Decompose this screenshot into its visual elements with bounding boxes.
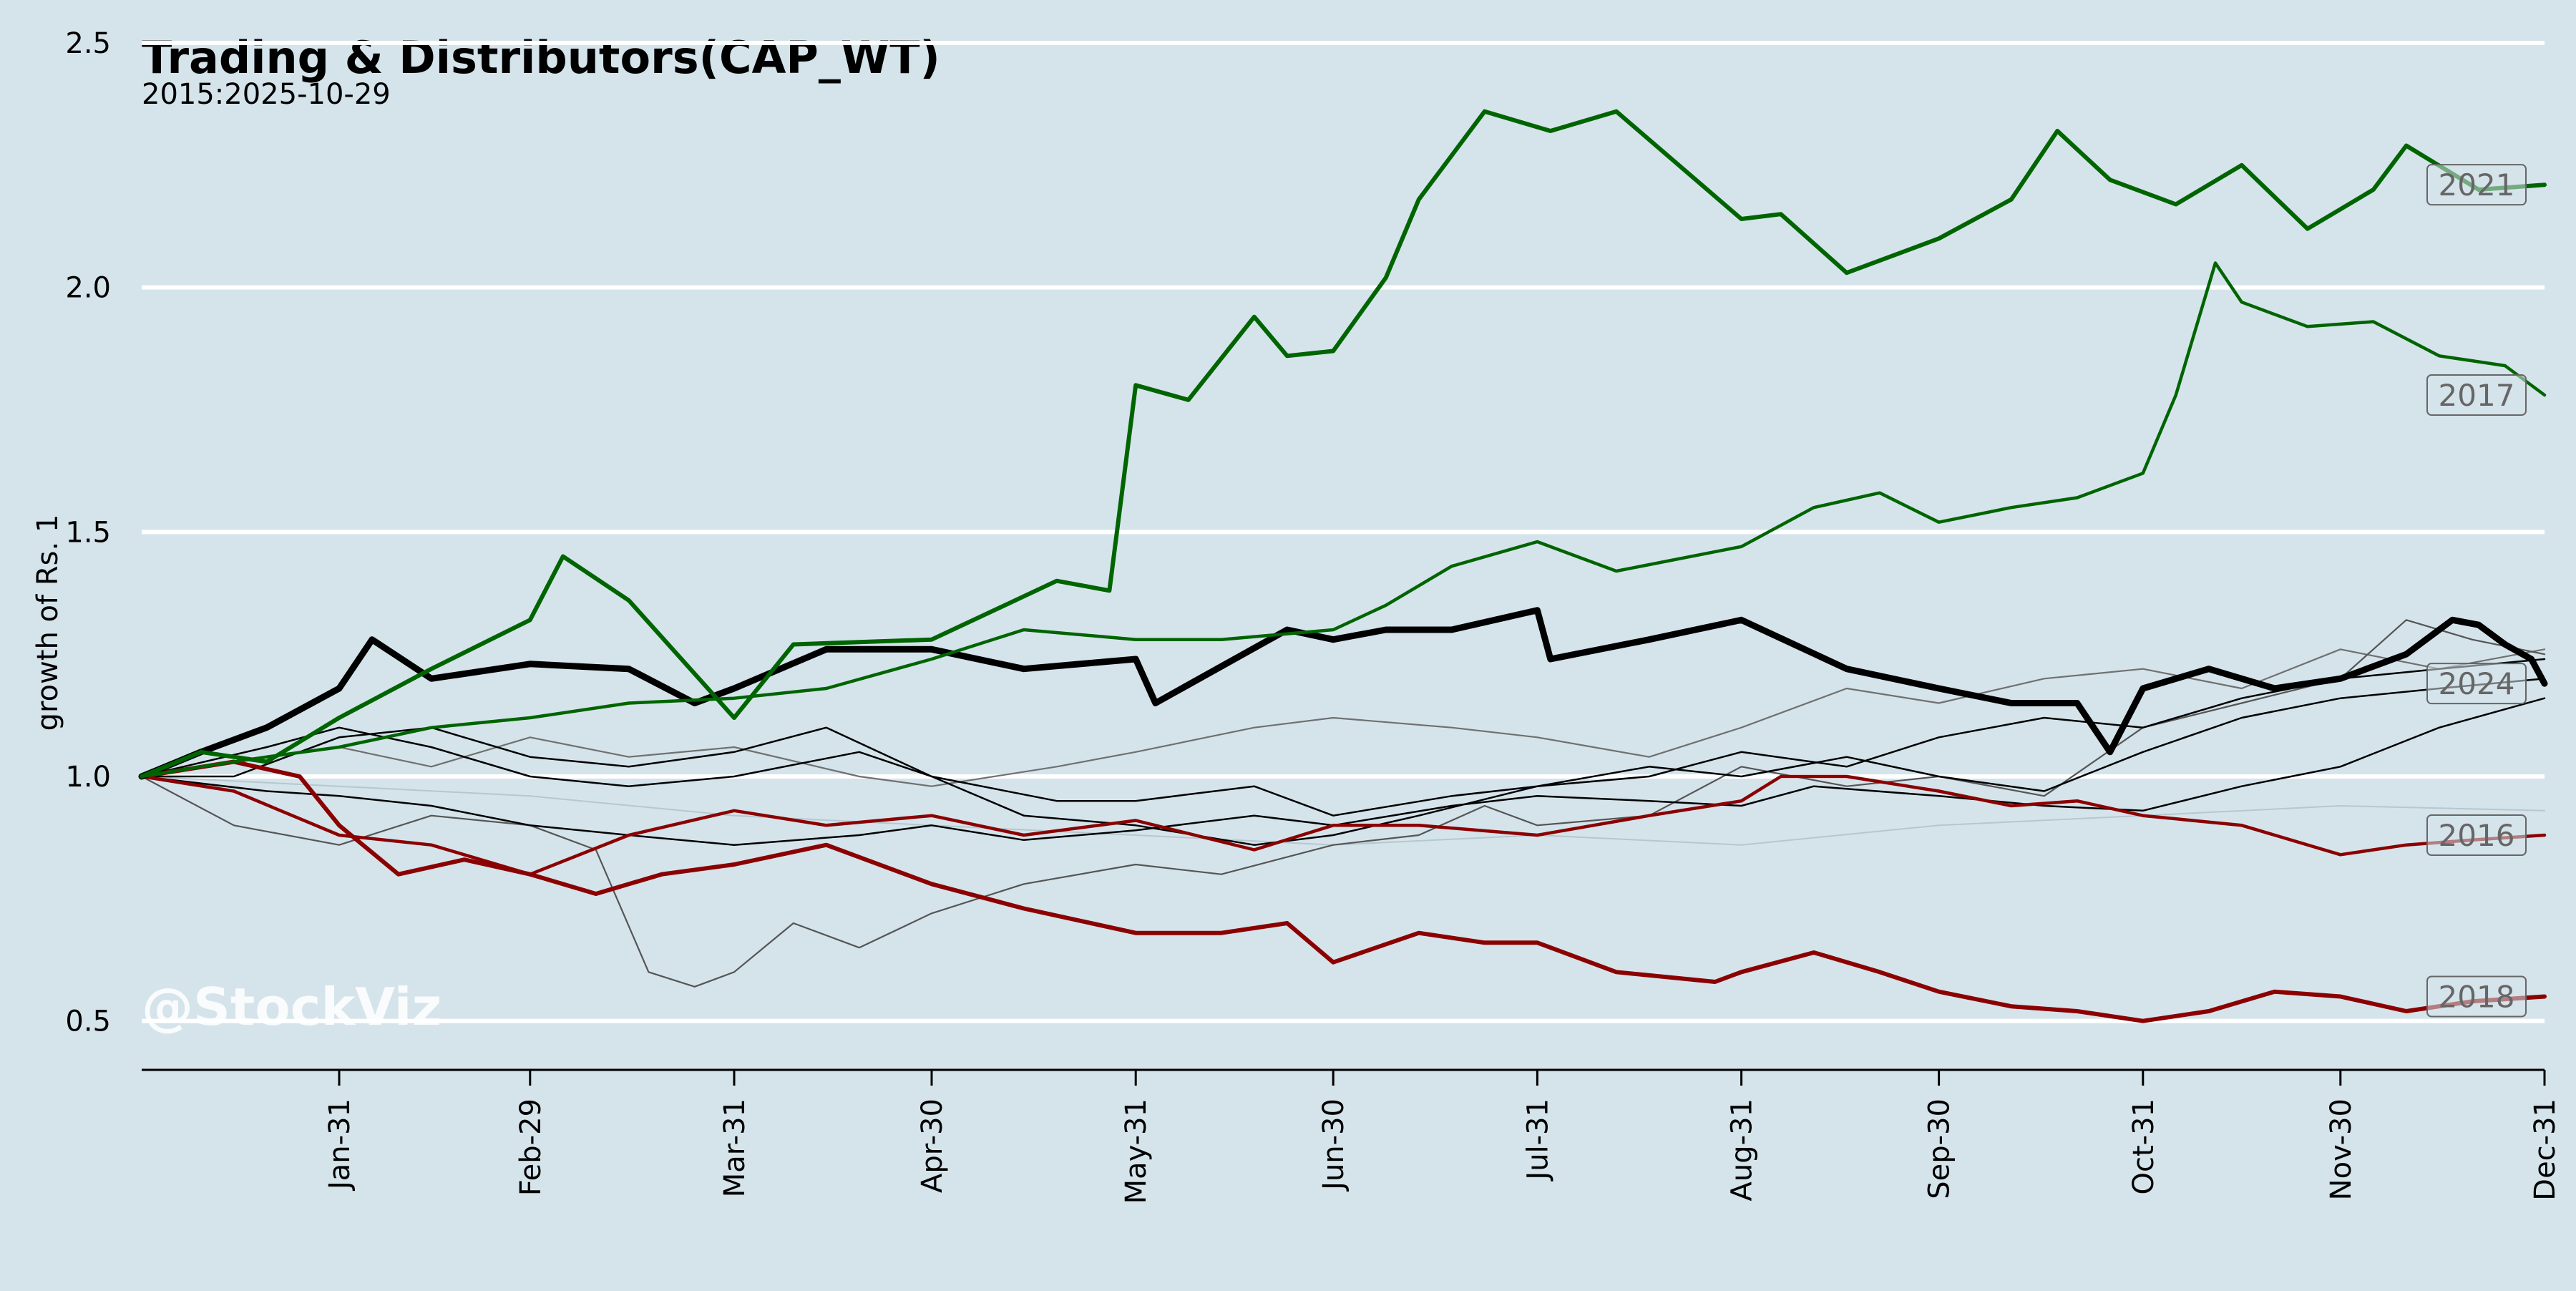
chart-subtitle: 2015:2025-10-29 — [142, 78, 391, 111]
x-tick-label: Mar-31 — [718, 1098, 751, 1197]
series-line — [140, 648, 2546, 787]
gridlines — [142, 41, 2545, 1023]
series-line-2017 — [140, 261, 2547, 779]
x-tick-label: Sep-30 — [1923, 1098, 1956, 1199]
series-label-box — [2426, 164, 2527, 206]
series-label: 2024 — [2439, 666, 2515, 701]
y-tick-label: 2.0 — [65, 272, 111, 305]
series-line-2024 — [138, 607, 2548, 780]
x-tick-label: Aug-31 — [1726, 1098, 1759, 1201]
series-label: 2018 — [2439, 980, 2515, 1015]
series-labels: 2021 2017 2024 2016 2018 — [2426, 164, 2527, 1018]
x-tick-label: May-31 — [1120, 1098, 1153, 1204]
y-tick-label: 0.5 — [65, 1005, 111, 1038]
series-label-box — [2426, 814, 2527, 856]
series-label-box — [2426, 975, 2527, 1018]
series-label-box — [2426, 374, 2527, 416]
x-tick-label: Oct-31 — [2127, 1098, 2160, 1195]
x-tick-label: Apr-30 — [916, 1098, 949, 1193]
series-label-box — [2426, 663, 2527, 705]
series-line — [140, 658, 2546, 846]
series-line-2016 — [140, 774, 2547, 876]
series-line-2021 — [140, 109, 2547, 779]
y-axis-label: growth of Rs. 1 — [31, 515, 64, 731]
watermark: @StockViz — [142, 977, 441, 1037]
x-tick-label: Jan-31 — [323, 1098, 356, 1192]
x-tick-label: Dec-31 — [2529, 1098, 2562, 1201]
series-line — [141, 776, 2545, 846]
x-tick-label: Feb-29 — [514, 1098, 547, 1196]
series-lines — [138, 109, 2548, 1023]
x-tick-label: Jun-30 — [1317, 1098, 1350, 1192]
series-label: 2016 — [2439, 818, 2515, 853]
y-tick-label: 1.5 — [65, 516, 111, 549]
series-line — [140, 678, 2546, 817]
series-label: 2017 — [2439, 378, 2515, 413]
chart-title: Trading & Distributors(CAP_WT) — [142, 31, 940, 84]
y-axis-ticks: 0.5 1.0 1.5 2.0 2.5 — [65, 27, 111, 1038]
x-tick-label: Jul-31 — [1521, 1098, 1554, 1182]
x-tick-label: Nov-30 — [2325, 1098, 2358, 1200]
y-tick-label: 1.0 — [65, 761, 111, 794]
series-label: 2021 — [2439, 167, 2515, 203]
y-tick-label: 2.5 — [65, 27, 111, 60]
x-axis-ticks: Jan-31 Feb-29 Mar-31 Apr-30 May-31 Jun-30 Jul-… — [323, 1070, 2562, 1204]
